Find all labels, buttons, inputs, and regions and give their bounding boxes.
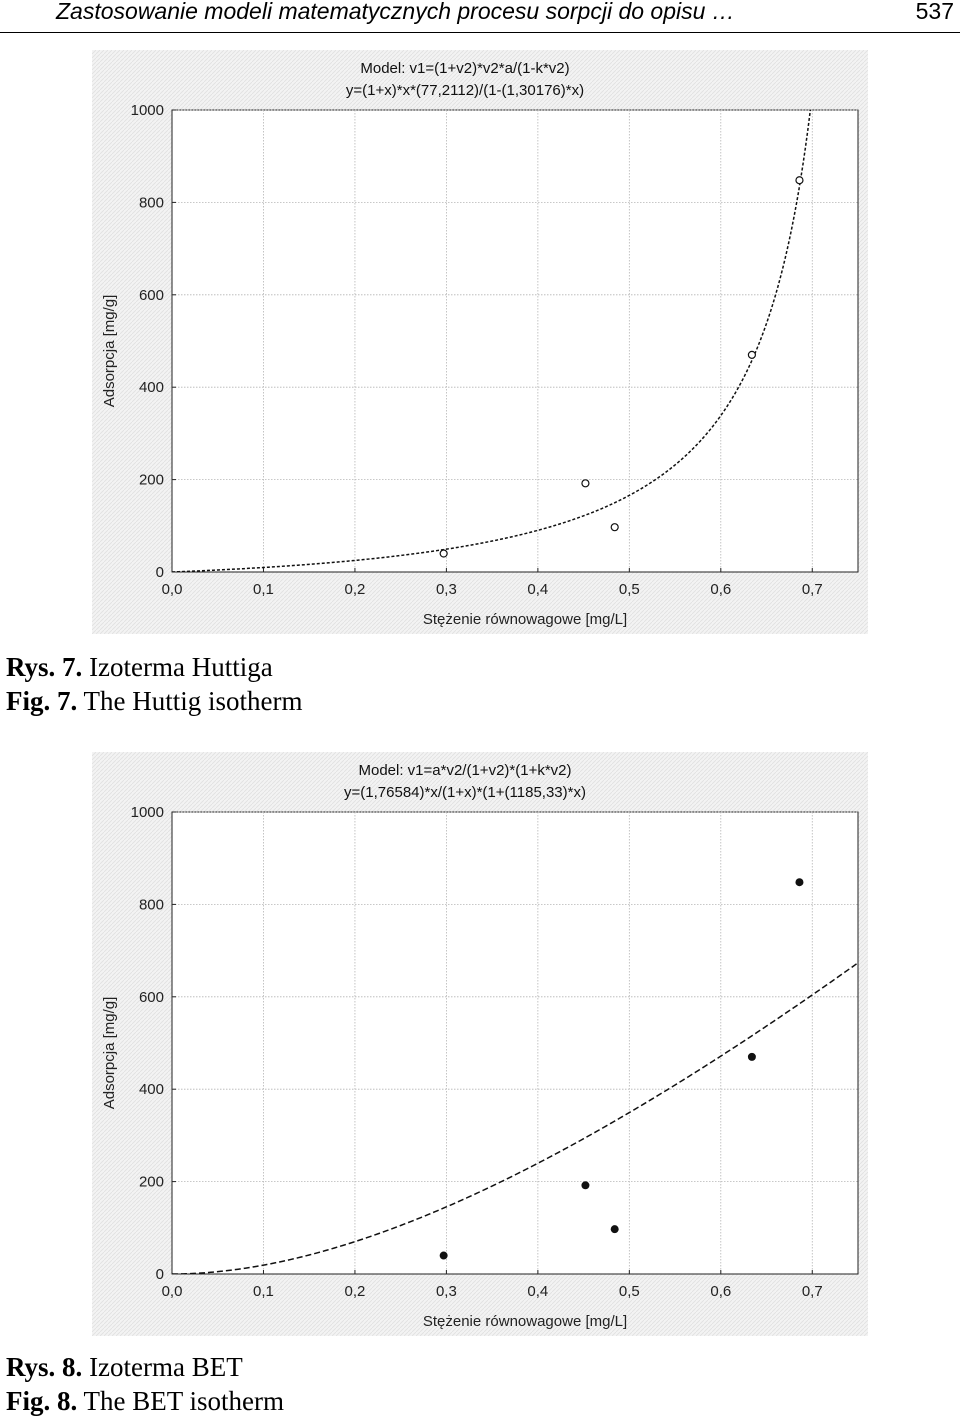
x-tick-label: 0,5 [619,581,640,598]
model-equation-line1: Model: v1=a*v2/(1+v2)*(1+k*v2) [358,762,571,779]
caption-fig7-en-label: Fig. 7. [6,686,78,716]
x-tick-label: 0,1 [253,581,274,598]
x-tick-label: 0,6 [710,1283,731,1300]
data-point [439,549,448,558]
x-tick-label: 0,0 [162,581,183,598]
caption-fig8-pl-text: Izoterma BET [89,1352,243,1382]
model-equation-line1: Model: v1=(1+v2)*v2*a/(1-k*v2) [360,60,569,77]
y-tick-label: 200 [139,472,164,489]
y-tick-label: 0 [156,564,164,581]
bet-chart-svg: 0,0 0,1 0,2 0,3 0,4 0,5 0,6 0,7 0 200 400 600 800 100… [92,752,868,1336]
caption-fig8-en-text: The BET isotherm [83,1386,284,1416]
caption-fig8-en: Fig. 8. The BET isotherm [6,1384,284,1418]
y-tick-label: 400 [139,1081,164,1098]
x-tick-label: 0,4 [527,581,548,598]
data-point [439,1251,448,1260]
huttig-chart-svg: 0,0 0,1 0,2 0,3 0,4 0,5 0,6 0,7 0 200 400 600 800 100… [92,50,868,634]
x-tick-label: 0,3 [436,581,457,598]
y-axis-label: Adsorpcja [mg/g] [101,997,118,1110]
header-title: Zastosowanie modeli matematycznych proce… [56,0,735,24]
x-axis-label: Stężenie równowagowe [mg/L] [423,611,627,628]
caption-fig8-pl-label: Rys. 8. [6,1352,83,1382]
plot-area [171,109,859,573]
y-tick-label: 400 [139,379,164,396]
caption-fig7-en: Fig. 7. The Huttig isotherm [6,684,302,718]
x-tick-label: 0,1 [253,1283,274,1300]
x-tick-label: 0,4 [527,1283,548,1300]
y-tick-label: 200 [139,1174,164,1191]
page-number: 537 [915,0,954,24]
x-tick-label: 0,3 [436,1283,457,1300]
data-point [795,176,804,185]
x-tick-label: 0,0 [162,1283,183,1300]
caption-fig8-en-label: Fig. 8. [6,1386,78,1416]
caption-fig8-pl: Rys. 8. Izoterma BET [6,1350,284,1384]
x-tick-label: 0,7 [802,581,823,598]
caption-fig7: Rys. 7. Izoterma Huttiga Fig. 7. The Hut… [6,650,302,718]
caption-fig7-pl: Rys. 7. Izoterma Huttiga [6,650,302,684]
data-point [581,1181,590,1190]
x-tick-label: 0,2 [345,581,366,598]
y-tick-label: 0 [156,1266,164,1283]
data-point [581,479,590,488]
model-equation-line2: y=(1+x)*x*(77,2112)/(1-(1,30176)*x) [346,82,584,99]
y-tick-label: 1000 [131,804,164,821]
y-tick-label: 600 [139,287,164,304]
plot-area [171,811,859,1275]
huttig-chart: 0,0 0,1 0,2 0,3 0,4 0,5 0,6 0,7 0 200 400 600 800 100… [92,50,868,634]
y-tick-label: 1000 [131,102,164,119]
x-tick-label: 0,2 [345,1283,366,1300]
data-point [747,1052,756,1061]
x-tick-label: 0,7 [802,1283,823,1300]
y-axis-label: Adsorpcja [mg/g] [101,295,118,408]
data-point [610,523,619,532]
y-tick-label: 800 [139,194,164,211]
x-tick-label: 0,6 [710,581,731,598]
y-tick-label: 600 [139,989,164,1006]
caption-fig7-en-text: The Huttig isotherm [83,686,303,716]
data-point [610,1225,619,1234]
x-axis-label: Stężenie równowagowe [mg/L] [423,1313,627,1330]
model-curve [172,110,812,572]
model-curve [172,962,858,1274]
y-tick-label: 800 [139,896,164,913]
data-point [747,350,756,359]
page-header: Zastosowanie modeli matematycznych proce… [0,0,960,33]
caption-fig7-pl-label: Rys. 7. [6,652,83,682]
x-tick-label: 0,5 [619,1283,640,1300]
model-equation-line2: y=(1,76584)*x/(1+x)*(1+(1185,33)*x) [344,784,586,801]
data-point [795,878,804,887]
bet-chart: 0,0 0,1 0,2 0,3 0,4 0,5 0,6 0,7 0 200 400 600 800 100… [92,752,868,1336]
caption-fig8: Rys. 8. Izoterma BET Fig. 8. The BET iso… [6,1350,284,1418]
caption-fig7-pl-text: Izoterma Huttiga [89,652,273,682]
